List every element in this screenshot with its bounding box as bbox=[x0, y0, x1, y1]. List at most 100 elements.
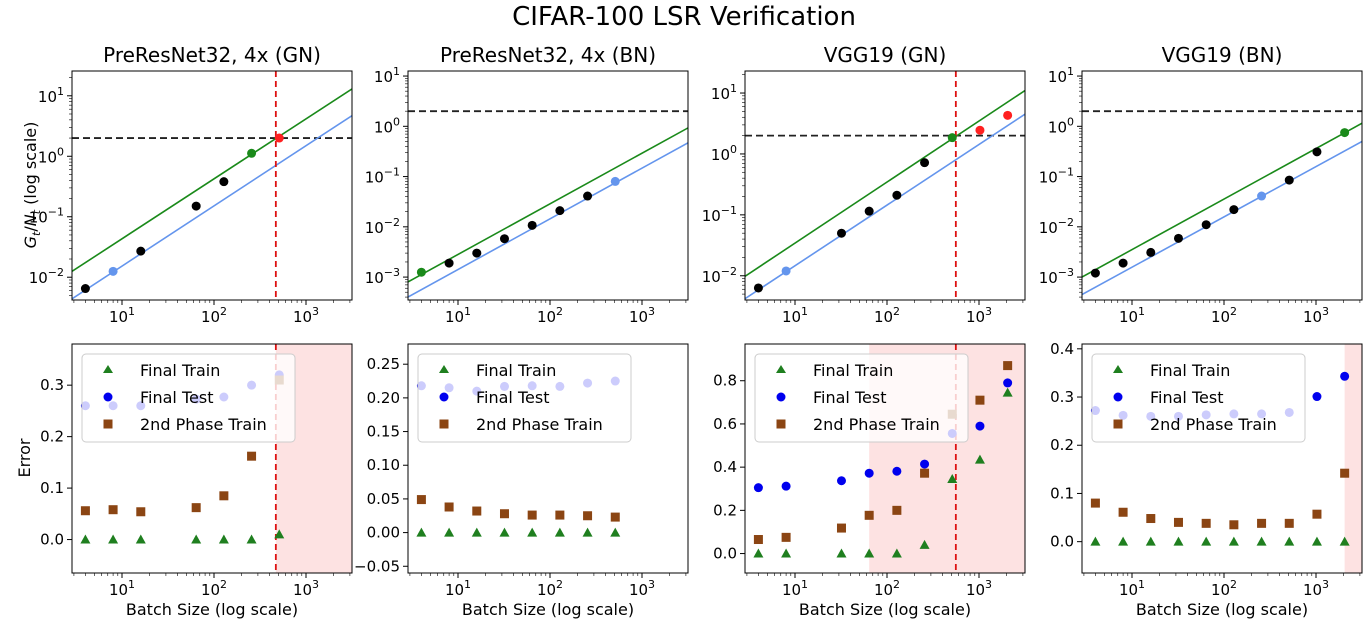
data-point-black bbox=[1284, 175, 1294, 185]
legend: Final Train Final Test 2nd Phase Train bbox=[1091, 353, 1306, 443]
data-point-black bbox=[920, 158, 930, 168]
top-plot-area bbox=[408, 110, 688, 298]
final-test-point bbox=[975, 421, 985, 431]
x-tick-label: 101 bbox=[445, 578, 471, 599]
legend-label: 2nd Phase Train bbox=[813, 415, 940, 434]
green-fit-line bbox=[1082, 122, 1362, 278]
final-train-point bbox=[135, 534, 146, 544]
final-train-point bbox=[274, 529, 285, 539]
legend-test-marker bbox=[103, 392, 113, 402]
data-point-black bbox=[1146, 247, 1156, 257]
phase2-train-point bbox=[975, 395, 985, 405]
legend: Final Train Final Test 2nd Phase Train bbox=[81, 353, 296, 443]
data-point-black bbox=[472, 248, 482, 258]
data-point-black bbox=[499, 234, 509, 244]
y-tick-label: 0.2 bbox=[40, 428, 64, 446]
y-tick-label: 0.20 bbox=[367, 389, 400, 407]
final-train-point bbox=[919, 539, 930, 549]
legend-label: Final Test bbox=[1150, 388, 1223, 407]
data-point-black bbox=[1312, 147, 1322, 157]
legend-label: Final Test bbox=[140, 388, 213, 407]
legend-label: 2nd Phase Train bbox=[476, 415, 603, 434]
y-tick-label: 100 bbox=[1048, 115, 1074, 136]
final-test-point bbox=[753, 483, 763, 493]
final-train-point bbox=[974, 454, 985, 464]
phase2-train-point bbox=[136, 507, 146, 517]
legend-test-marker bbox=[776, 392, 786, 402]
phase2-train-point bbox=[247, 451, 257, 461]
final-train-point bbox=[1173, 536, 1184, 546]
x-tick-label: 102 bbox=[874, 305, 900, 326]
x-tick-label: 103 bbox=[966, 578, 992, 599]
green-fit-line bbox=[745, 89, 1025, 277]
x-tick-label: 103 bbox=[1303, 305, 1329, 326]
bottom-axes-frame bbox=[744, 343, 1026, 574]
final-train-point bbox=[1201, 536, 1212, 546]
top-plot-area bbox=[1082, 110, 1362, 296]
data-point-black bbox=[836, 228, 846, 238]
top-axes-frame bbox=[744, 70, 1026, 301]
final-train-point bbox=[1311, 536, 1322, 546]
infeasible-region-shade bbox=[1344, 344, 1362, 573]
phase2-train-point bbox=[864, 510, 874, 520]
y-tick-label: 10−3 bbox=[1039, 266, 1074, 287]
y-tick-label: 10−2 bbox=[702, 265, 737, 286]
phase2-train-point bbox=[1118, 507, 1128, 517]
data-point-red bbox=[975, 125, 985, 135]
legend-train-marker bbox=[103, 365, 113, 373]
phase2-train-point bbox=[555, 510, 565, 520]
legend-train-marker bbox=[776, 365, 786, 373]
x-tick-label: 101 bbox=[109, 305, 135, 326]
legend: Final Train Final Test 2nd Phase Train bbox=[754, 353, 969, 443]
final-test-point bbox=[1003, 378, 1013, 388]
top-axes-frame bbox=[71, 70, 353, 301]
y-tick-label: 0.4 bbox=[1050, 340, 1074, 358]
panel-3: VGG19 (GN) 101 100 10−1 10−2 101 102 103 Final T… bbox=[702, 43, 1026, 619]
figure-title: CIFAR-100 LSR Verification bbox=[512, 2, 856, 32]
green-fit-line bbox=[72, 88, 352, 273]
phase2-train-point bbox=[472, 506, 482, 516]
final-train-point bbox=[471, 527, 482, 537]
panel-title: PreResNet32, 4x (GN) bbox=[103, 43, 321, 67]
y-tick-label: 10−1 bbox=[365, 166, 400, 187]
final-test-point bbox=[864, 468, 874, 478]
legend-box bbox=[754, 353, 969, 443]
legend-phase2-marker bbox=[439, 419, 449, 429]
blue-fit-line bbox=[408, 142, 688, 298]
legend-test-marker bbox=[439, 392, 449, 402]
data-point-black bbox=[1229, 205, 1239, 215]
final-test-point bbox=[836, 476, 846, 486]
final-train-point bbox=[1118, 536, 1129, 546]
final-train-point bbox=[836, 548, 847, 558]
final-train-point bbox=[444, 527, 455, 537]
y-tick-label: 101 bbox=[1048, 65, 1074, 86]
blue-fit-line bbox=[745, 113, 1025, 300]
final-train-point bbox=[582, 527, 593, 537]
bottom-axes-frame bbox=[71, 343, 353, 574]
data-point-black bbox=[219, 177, 229, 187]
x-tick-label: 103 bbox=[1303, 578, 1329, 599]
phase2-train-point bbox=[610, 512, 620, 522]
legend-train-marker bbox=[1113, 365, 1123, 373]
legend-box bbox=[417, 353, 632, 443]
y-tick-label: 0.0 bbox=[40, 531, 64, 549]
data-point-black bbox=[555, 206, 565, 216]
legend-label: Final Train bbox=[1150, 361, 1230, 380]
x-axis-label: Batch Size (log scale) bbox=[1136, 600, 1308, 619]
y-tick-label: 10−2 bbox=[1039, 216, 1074, 237]
legend-label: Final Test bbox=[476, 388, 549, 407]
y-tick-label: 0.2 bbox=[1050, 436, 1074, 454]
data-point-black bbox=[527, 220, 537, 230]
x-axis-label: Batch Size (log scale) bbox=[799, 600, 971, 619]
final-test-point bbox=[781, 481, 791, 491]
x-tick-label: 101 bbox=[1119, 305, 1145, 326]
x-tick-label: 101 bbox=[109, 578, 135, 599]
phase2-train-point bbox=[1229, 520, 1239, 530]
panel-2: PreResNet32, 4x (BN) 101 100 10−1 10−2 10−3 10… bbox=[354, 43, 689, 619]
y-tick-label: 0.4 bbox=[713, 458, 737, 476]
phase2-train-point bbox=[499, 509, 509, 519]
legend-phase2-marker bbox=[776, 419, 786, 429]
x-tick-label: 102 bbox=[874, 578, 900, 599]
data-point-black bbox=[136, 246, 146, 256]
